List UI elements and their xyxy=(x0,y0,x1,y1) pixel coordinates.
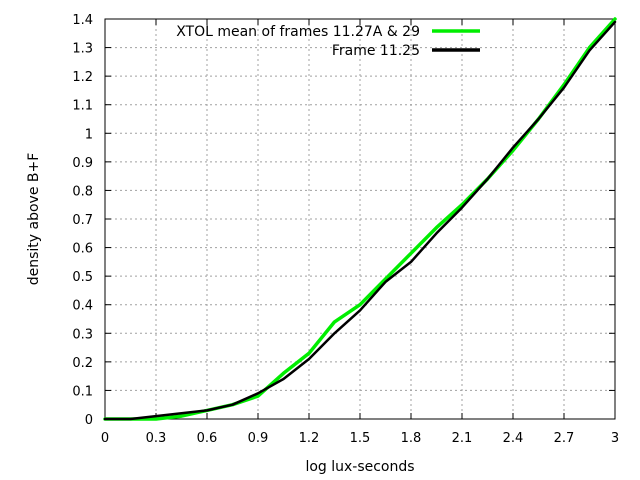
y-tick-label: 0.7 xyxy=(72,213,93,228)
grid xyxy=(105,19,615,419)
tick-labels: 0 0.3 0.6 0.9 1.2 1.5 1.8 2.1 2.4 2.7 3 0 0.1 0.2 0.3 0… xyxy=(72,13,619,446)
series-line-2 xyxy=(103,20,617,421)
y-tick-label: 0.6 xyxy=(72,242,93,257)
x-tick-label: 0.9 xyxy=(248,431,269,446)
legend: XTOL mean of frames 11.27A & 29 Frame 11.… xyxy=(176,24,480,59)
y-tick-label: 0.8 xyxy=(72,184,93,199)
y-tick-label: 0.3 xyxy=(72,327,93,342)
x-tick-label: 1.8 xyxy=(401,431,422,446)
x-axis-label: log lux-seconds xyxy=(305,459,414,475)
y-tick-label: 1.2 xyxy=(72,70,93,85)
x-tick-label: 2.4 xyxy=(503,431,524,446)
y-tick-label: 1 xyxy=(85,127,93,142)
y-tick-label: 0.2 xyxy=(72,356,93,371)
y-tick-label: 1.1 xyxy=(72,99,93,114)
y-tick-label: 1.4 xyxy=(72,13,93,28)
x-tick-label: 0 xyxy=(101,431,109,446)
y-axis-label: density above B+F xyxy=(26,153,42,286)
plot-frame xyxy=(104,18,616,420)
x-tick-label: 1.2 xyxy=(299,431,320,446)
y-tick-label: 0.1 xyxy=(72,384,93,399)
x-tick-label: 2.7 xyxy=(554,431,575,446)
y-tick-label: 0.5 xyxy=(72,270,93,285)
y-tick-label: 0 xyxy=(85,413,93,428)
series-lines xyxy=(103,17,617,421)
x-tick-label: 1.5 xyxy=(350,431,371,446)
x-tick-label: 2.1 xyxy=(452,431,473,446)
x-tick-label: 3 xyxy=(611,431,619,446)
legend-label-2: Frame 11.25 xyxy=(332,43,420,59)
x-tick-label: 0.3 xyxy=(146,431,167,446)
x-tick-label: 0.6 xyxy=(197,431,218,446)
y-tick-label: 0.9 xyxy=(72,156,93,171)
y-tick-label: 1.3 xyxy=(72,42,93,57)
y-tick-label: 0.4 xyxy=(72,299,93,314)
legend-label-1: XTOL mean of frames 11.27A & 29 xyxy=(176,24,420,40)
